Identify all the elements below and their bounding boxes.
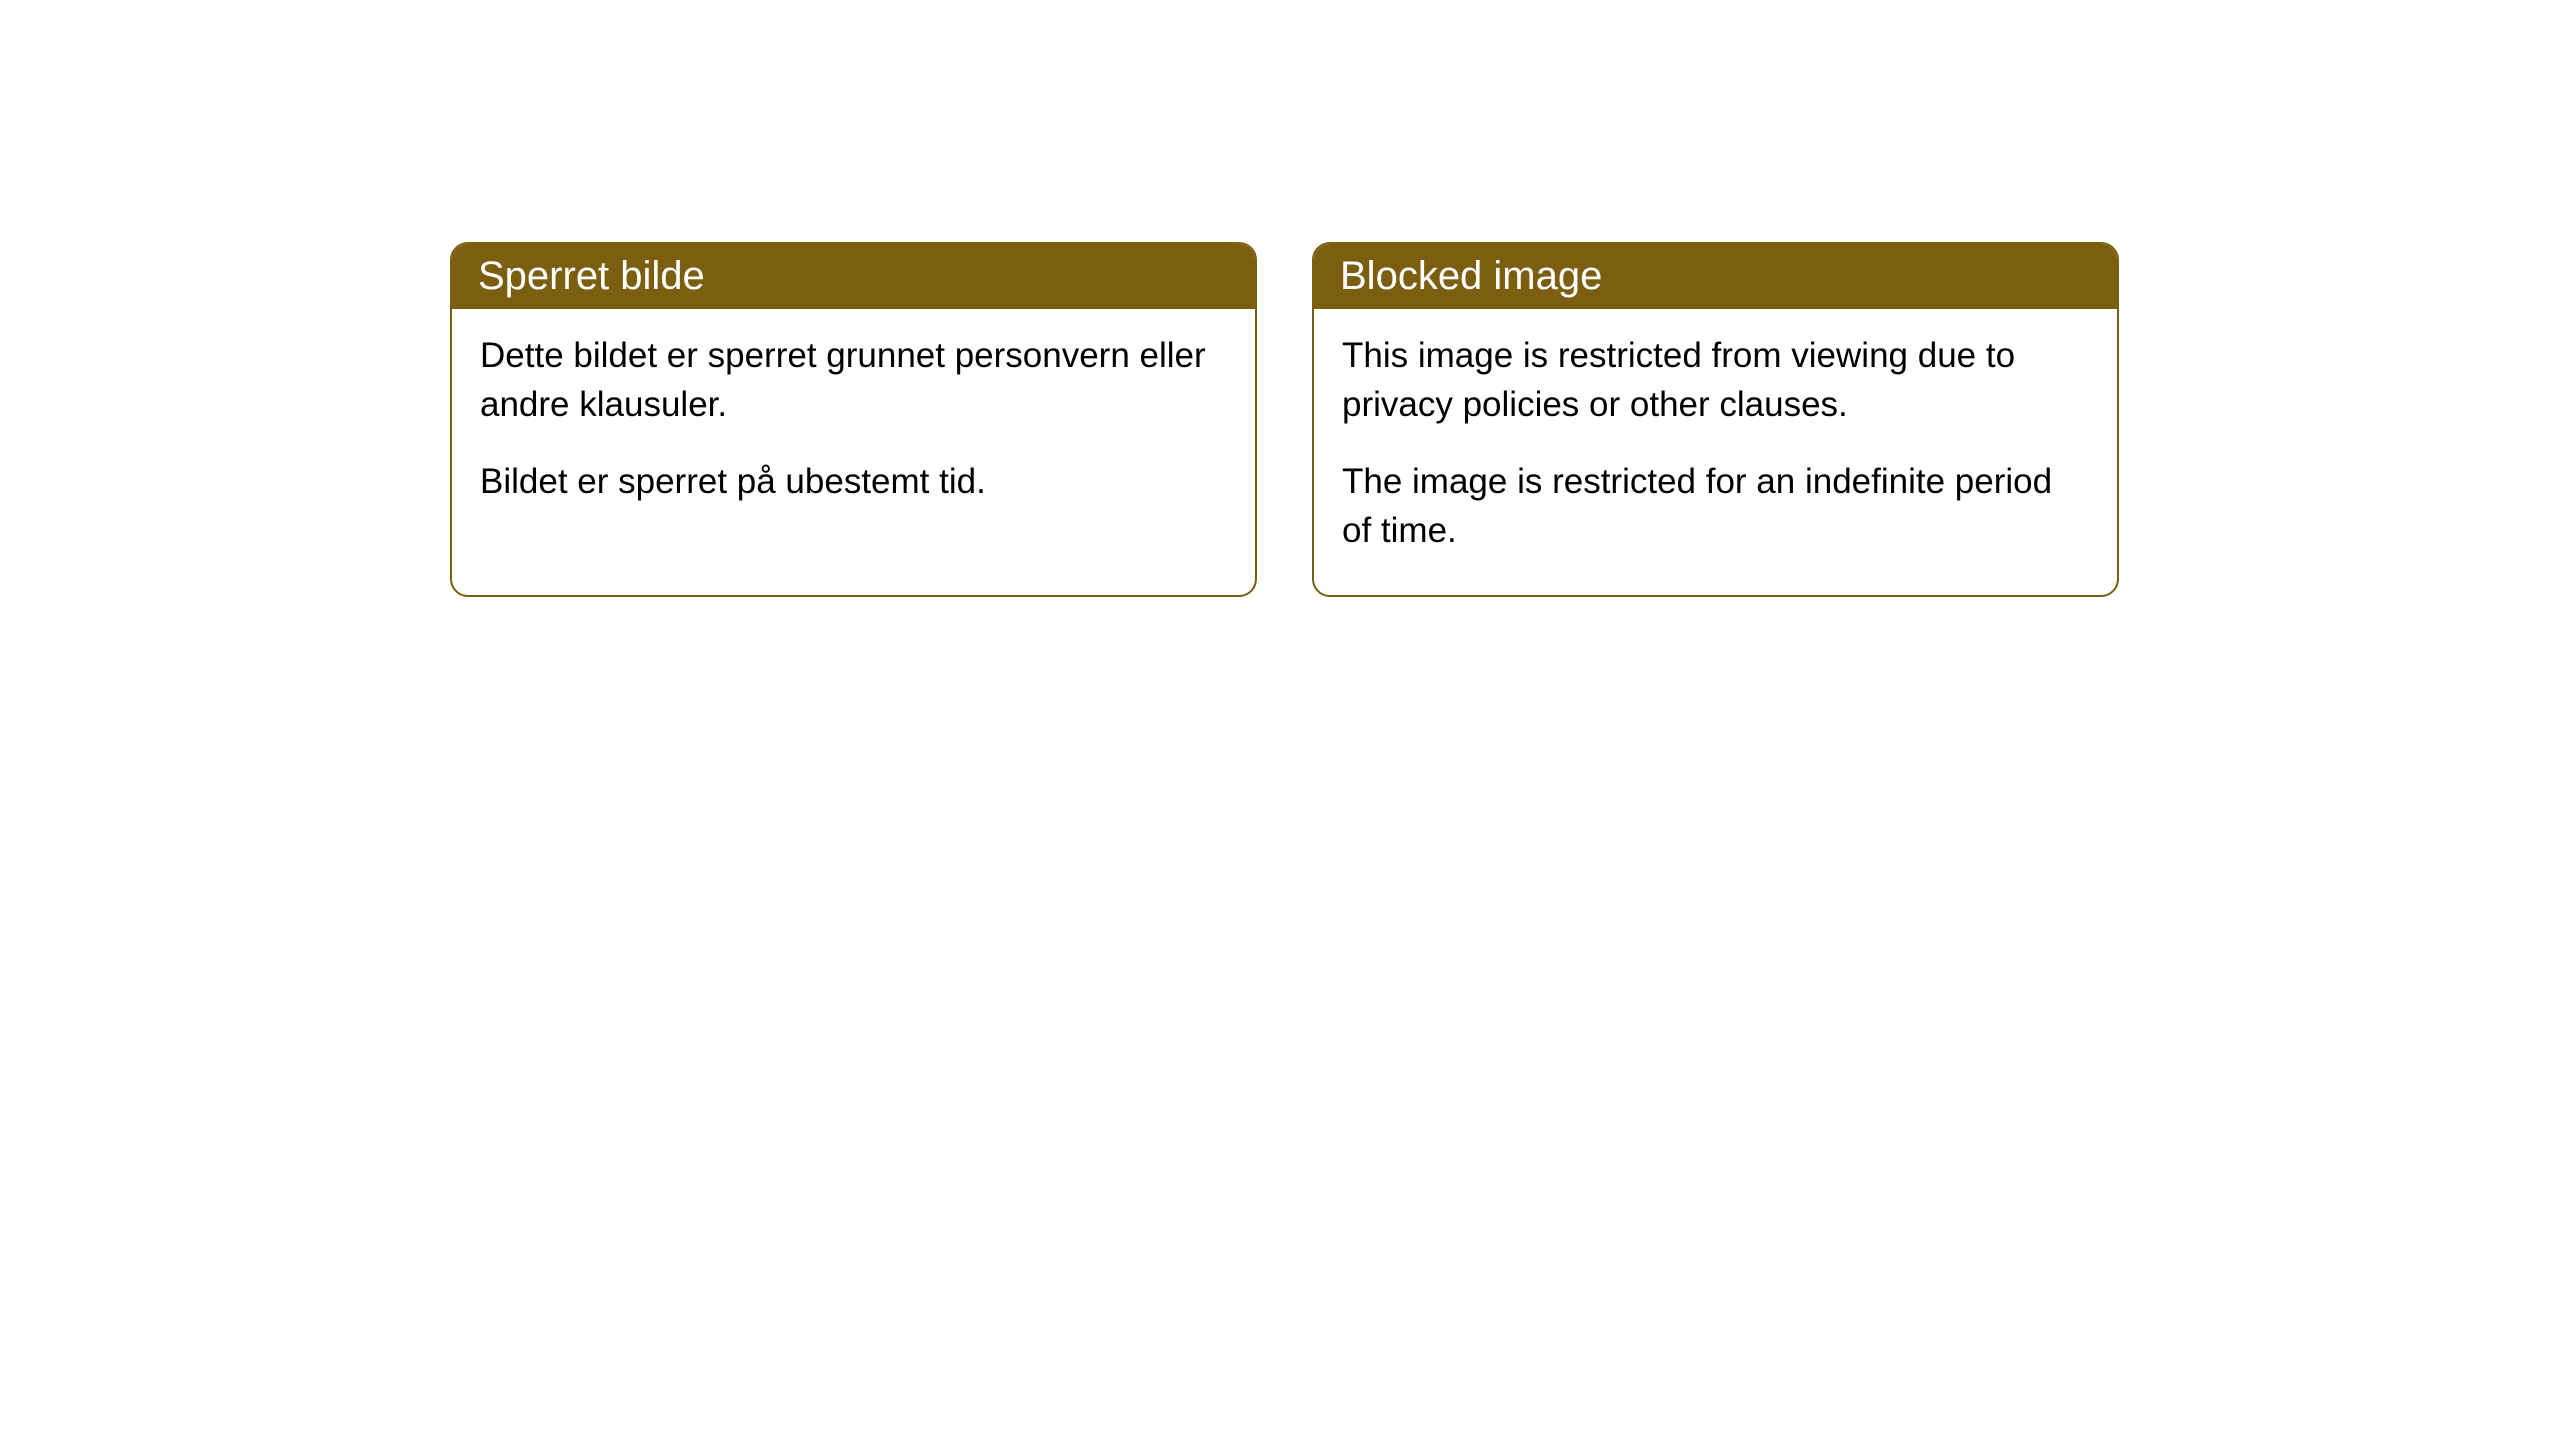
card-body-english: This image is restricted from viewing du… [1314,309,2117,595]
card-body-norwegian: Dette bildet er sperret grunnet personve… [452,309,1255,546]
card-paragraph-2-english: The image is restricted for an indefinit… [1342,457,2089,555]
notice-card-english: Blocked image This image is restricted f… [1312,242,2119,597]
card-paragraph-2-norwegian: Bildet er sperret på ubestemt tid. [480,457,1227,506]
card-paragraph-1-norwegian: Dette bildet er sperret grunnet personve… [480,331,1227,429]
card-paragraph-1-english: This image is restricted from viewing du… [1342,331,2089,429]
notice-card-norwegian: Sperret bilde Dette bildet er sperret gr… [450,242,1257,597]
notice-cards-container: Sperret bilde Dette bildet er sperret gr… [450,242,2119,597]
card-title-english: Blocked image [1314,244,2117,309]
card-title-norwegian: Sperret bilde [452,244,1255,309]
